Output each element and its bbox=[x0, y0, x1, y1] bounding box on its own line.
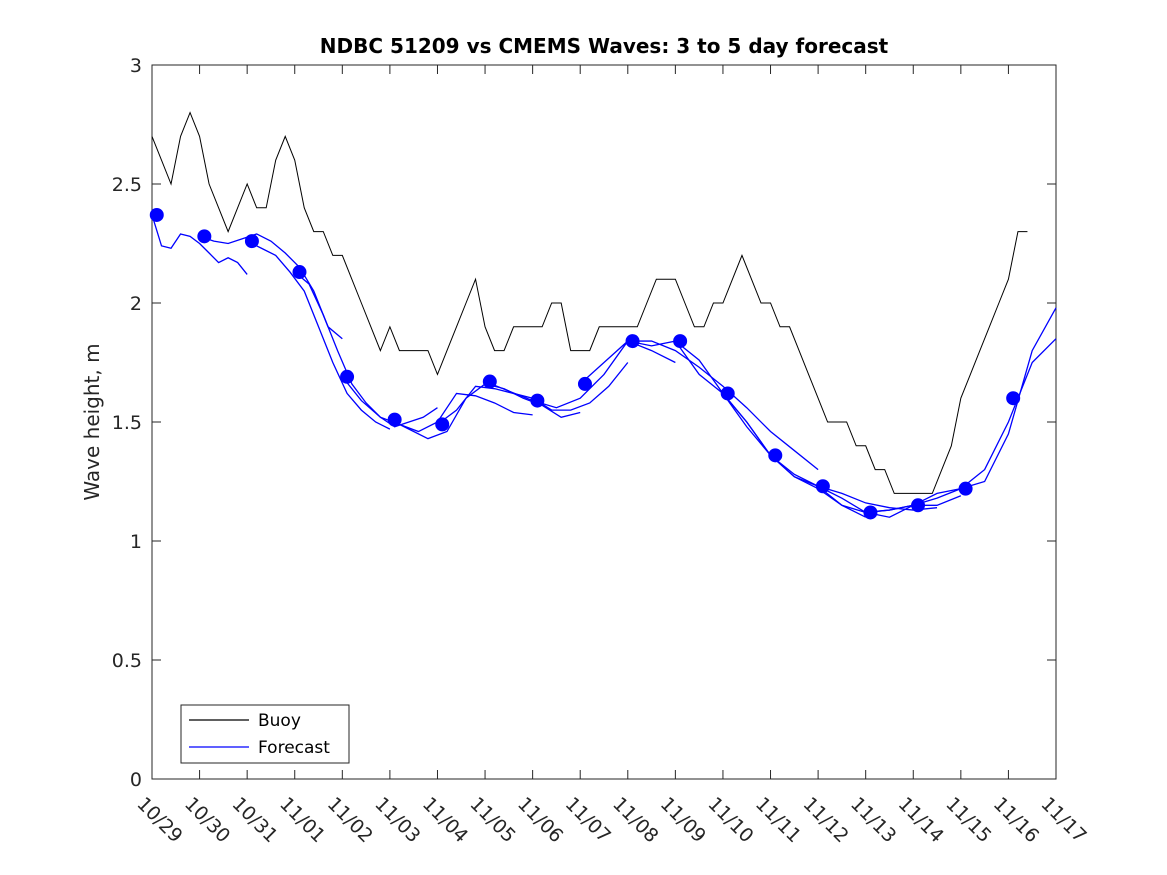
forecast-marker-6 bbox=[435, 417, 450, 432]
forecast-series-line-1 bbox=[199, 233, 343, 340]
series-layer bbox=[149, 111, 1057, 520]
legend: Buoy Forecast bbox=[180, 704, 350, 764]
y-tick-label: 1.5 bbox=[112, 412, 142, 434]
buoy-series-line bbox=[151, 111, 1028, 494]
forecast-marker-17 bbox=[958, 481, 973, 496]
forecast-marker-0 bbox=[149, 207, 164, 222]
forecast-marker-2 bbox=[244, 234, 259, 249]
forecast-marker-4 bbox=[340, 369, 355, 384]
forecast-marker-18 bbox=[1006, 391, 1021, 406]
legend-box bbox=[180, 704, 350, 764]
forecast-series-line-7 bbox=[484, 340, 676, 409]
forecast-marker-12 bbox=[720, 386, 735, 401]
forecast-series-line-8 bbox=[579, 340, 819, 471]
forecast-series-line-0 bbox=[151, 214, 248, 275]
y-tick-label: 3 bbox=[130, 55, 142, 77]
forecast-marker-15 bbox=[863, 505, 878, 520]
y-tick-label: 2.5 bbox=[112, 174, 142, 196]
forecast-marker-11 bbox=[673, 334, 688, 349]
forecast-marker-16 bbox=[911, 498, 926, 513]
forecast-marker-1 bbox=[197, 229, 212, 244]
plot-frame bbox=[151, 64, 1057, 780]
forecast-series-line-2 bbox=[246, 240, 391, 430]
legend-entry-forecast: Forecast bbox=[258, 738, 330, 758]
forecast-series-line-10 bbox=[674, 340, 938, 511]
forecast-marker-7 bbox=[482, 374, 497, 389]
y-tick-label: 0 bbox=[130, 769, 142, 791]
y-tick-label: 2 bbox=[130, 293, 142, 315]
forecast-series-line-3 bbox=[294, 271, 438, 428]
forecast-marker-3 bbox=[292, 265, 307, 280]
forecast-marker-13 bbox=[768, 448, 783, 463]
forecast-marker-10 bbox=[625, 334, 640, 349]
forecast-marker-14 bbox=[815, 479, 830, 494]
forecast-marker-5 bbox=[387, 412, 402, 427]
y-tick-label: 1 bbox=[130, 531, 142, 553]
y-tick-label: 0.5 bbox=[112, 650, 142, 672]
chart-title: NDBC 51209 vs CMEMS Waves: 3 to 5 day fo… bbox=[320, 34, 889, 58]
legend-entry-buoy: Buoy bbox=[258, 711, 301, 731]
forecast-marker-8 bbox=[530, 393, 545, 408]
y-axis-label: Wave height, m bbox=[80, 343, 104, 500]
forecast-marker-9 bbox=[577, 376, 592, 391]
